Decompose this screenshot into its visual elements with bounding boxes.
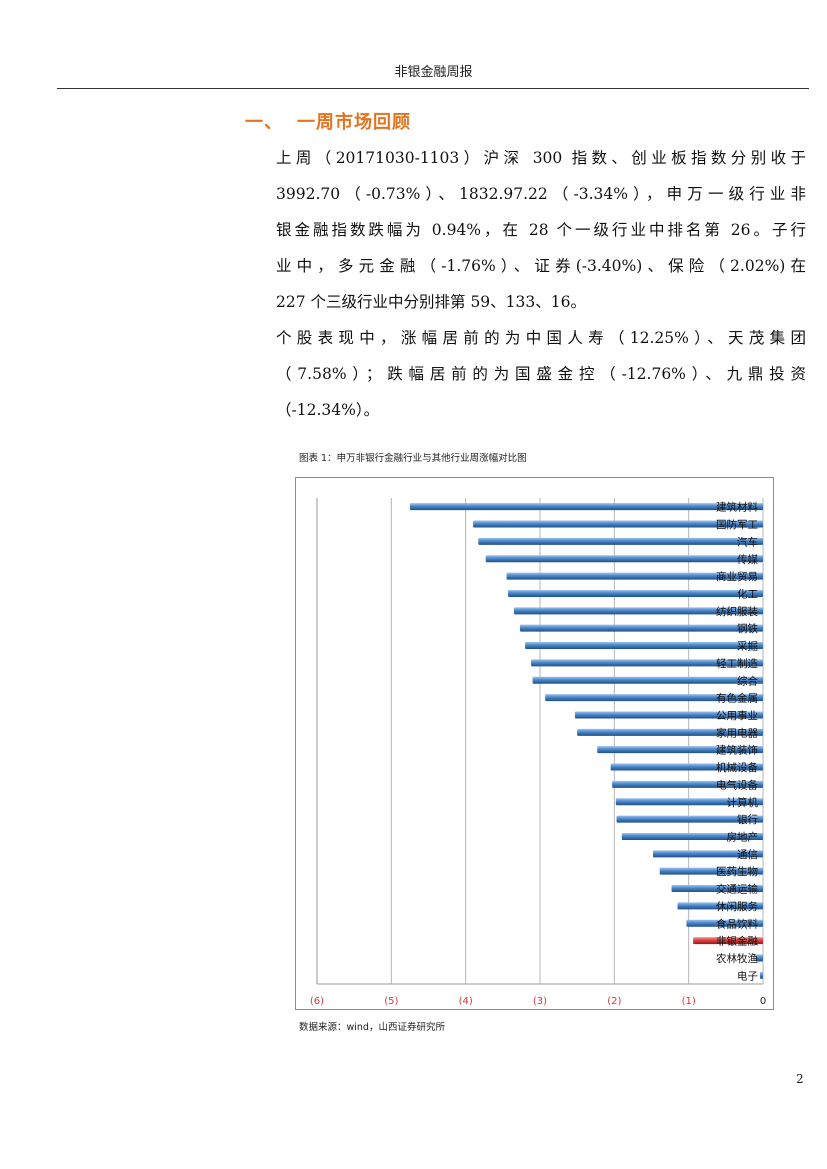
figure-caption: 图表 1：申万非银行金融行业与其他行业周涨幅对比图 <box>299 453 527 464</box>
category-label: 钢铁 <box>737 622 758 635</box>
category-label: 纺织服装 <box>716 605 758 618</box>
bar <box>525 642 763 650</box>
category-label: 休闲服务 <box>716 900 758 913</box>
industry-return-chart: 建筑材料国防军工汽车传媒商业贸易化工纺织服装钢铁采掘轻工制造综合有色金属公用事业… <box>295 477 774 1010</box>
category-label: 汽车 <box>737 535 758 548</box>
bar <box>677 902 763 910</box>
x-tick-label: (3) <box>533 996 547 1007</box>
bar <box>621 832 763 840</box>
category-label: 通信 <box>737 849 758 861</box>
bar <box>577 728 763 736</box>
category-label: 交通运输 <box>716 883 758 896</box>
paragraph-line: （7.58%）；跌幅居前的为国盛金控（-12.76%）、九鼎投资 <box>276 365 806 383</box>
category-label: 传媒 <box>737 553 758 566</box>
paragraph-line: （-12.34%）。 <box>276 401 380 419</box>
chart-svg: 建筑材料国防军工汽车传媒商业贸易化工纺织服装钢铁采掘轻工制造综合有色金属公用事业… <box>310 498 766 1007</box>
category-label: 化工 <box>737 587 758 600</box>
bar <box>610 763 763 771</box>
bar <box>519 624 763 632</box>
bar <box>532 676 763 684</box>
bar <box>597 746 763 754</box>
category-label: 电子 <box>737 969 758 982</box>
paragraph-line: 上周（20171030-1103）沪深 300 指数、创业板指数分别收于 <box>276 149 806 167</box>
category-label: 综合 <box>737 674 758 687</box>
category-label: 建筑装饰 <box>716 744 758 757</box>
x-tick-label: (5) <box>384 996 398 1007</box>
x-tick-label: (2) <box>607 996 621 1007</box>
stock-performance-paragraph: 个股表现中，涨幅居前的为中国人寿（12.25%）、天茂集团 （7.58%）；跌幅… <box>276 320 806 428</box>
report-header-title: 非银金融周报 <box>394 65 473 80</box>
bar <box>513 607 763 615</box>
bar <box>612 780 763 788</box>
category-label: 建筑材料 <box>716 501 758 514</box>
paragraph-line: 业中，多元金融（-1.76%）、证券(-3.40%)、保险（2.02%)在 <box>276 257 806 275</box>
bar <box>574 711 763 719</box>
paragraph-line: 银金融指数跌幅为 0.94%，在 28 个一级行业中排名第 26。子行 <box>276 221 806 239</box>
category-label: 采掘 <box>737 640 758 653</box>
x-tick-label: (6) <box>310 996 324 1007</box>
page-number: 2 <box>796 1072 804 1086</box>
category-label: 轻工制造 <box>716 657 758 670</box>
category-label: 非银金融 <box>716 935 758 948</box>
category-label: 公用事业 <box>716 709 758 722</box>
category-label: 机械设备 <box>716 761 758 774</box>
category-label: 银行 <box>737 813 758 826</box>
section-title: 一周市场回顾 <box>297 112 411 133</box>
bar <box>473 520 763 528</box>
bar <box>671 885 763 893</box>
data-source-note: 数据来源：wind，山西证券研究所 <box>299 1022 445 1033</box>
bar <box>508 589 763 597</box>
category-label: 食品饮料 <box>716 917 758 930</box>
category-label: 房地产 <box>727 830 759 843</box>
bar <box>615 798 763 806</box>
bar <box>652 850 763 858</box>
x-tick-label: 0 <box>760 996 766 1007</box>
category-label: 计算机 <box>727 796 759 809</box>
category-label: 有色金属 <box>716 692 758 705</box>
bar <box>686 919 763 927</box>
bar <box>755 954 763 962</box>
bar <box>409 503 763 511</box>
category-label: 家用电器 <box>716 726 758 739</box>
category-label: 电气设备 <box>716 778 758 791</box>
bar <box>616 815 763 823</box>
bar <box>531 659 763 667</box>
header-divider <box>57 88 809 89</box>
market-review-paragraph: 上周（20171030-1103）沪深 300 指数、创业板指数分别收于 399… <box>276 140 806 320</box>
x-tick-label: (4) <box>459 996 473 1007</box>
bar <box>485 555 763 563</box>
paragraph-line: 227 个三级行业中分别排第 59、133、16。 <box>276 293 586 311</box>
bar-highlight <box>693 937 763 945</box>
paragraph-line: 个股表现中，涨幅居前的为中国人寿（12.25%）、天茂集团 <box>276 329 806 347</box>
category-label: 商业贸易 <box>716 570 758 583</box>
bar <box>659 867 763 875</box>
paragraph-line: 3992.70（-0.73%）、1832.97.22（-3.34%），申万一级行… <box>276 185 806 203</box>
category-label: 国防军工 <box>716 518 758 531</box>
category-label: 农林牧渔 <box>716 952 758 965</box>
bar <box>506 572 763 580</box>
section-heading: 一、 一周市场回顾 <box>245 108 411 134</box>
section-number: 一、 <box>245 112 283 133</box>
x-tick-label: (1) <box>682 996 696 1007</box>
bar <box>545 694 763 702</box>
bar <box>478 537 763 545</box>
bar <box>760 971 763 979</box>
category-label: 医药生物 <box>716 865 758 878</box>
